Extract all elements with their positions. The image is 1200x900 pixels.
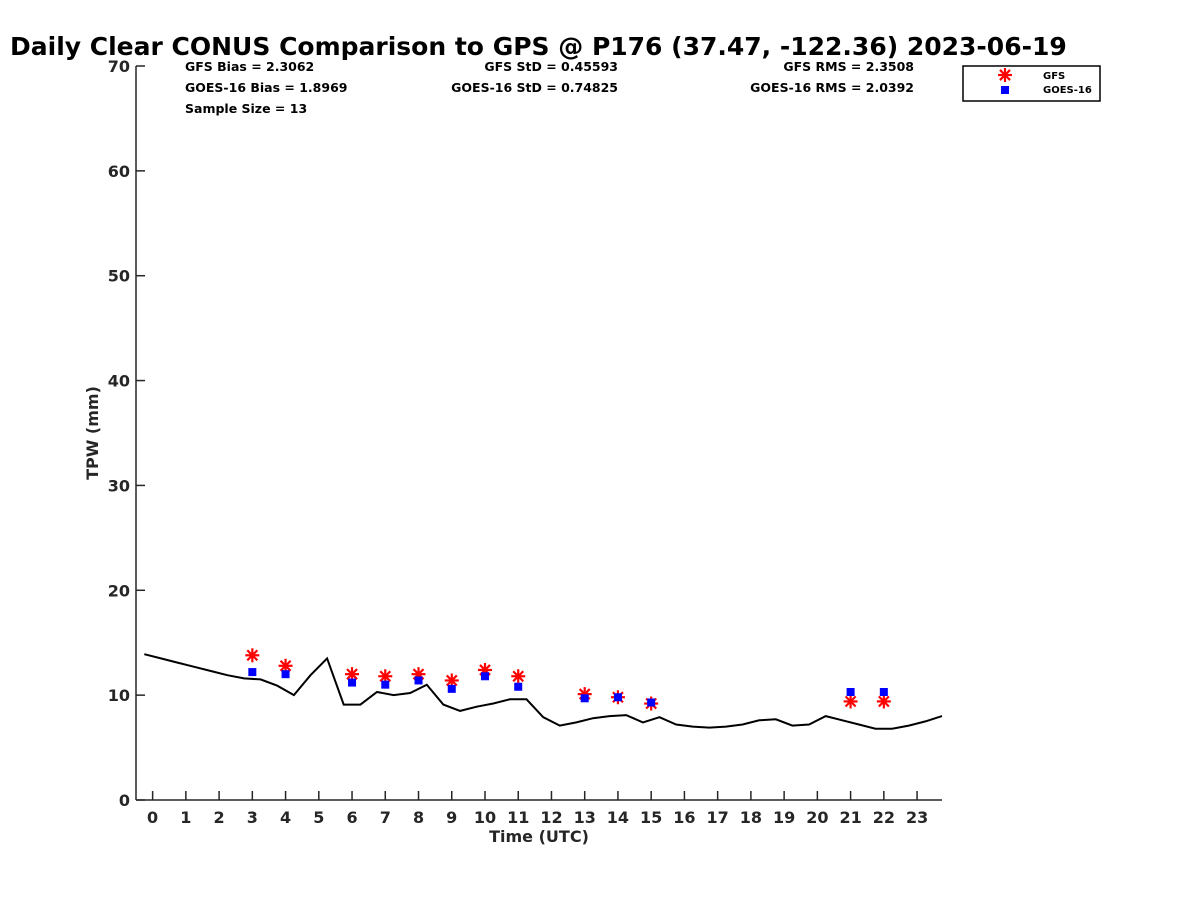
- legend-gfs-asterisk-icon: [998, 68, 1012, 82]
- sample-size-text: Sample Size = 13: [185, 101, 307, 116]
- legend-gfs-asterisk: [998, 68, 1012, 82]
- x-tick-label: 14: [607, 808, 629, 827]
- x-tick-label: 7: [380, 808, 391, 827]
- x-tick-label: 13: [574, 808, 596, 827]
- y-tick-label: 10: [108, 686, 130, 705]
- x-tick-label: 18: [740, 808, 762, 827]
- x-tick-label: 12: [540, 808, 562, 827]
- x-tick-label: 1: [180, 808, 191, 827]
- x-tick-label: 6: [346, 808, 357, 827]
- goes-16-point: [447, 684, 456, 693]
- goes-16-point: [613, 693, 622, 702]
- goes-16-point: [248, 668, 257, 677]
- gfs-point: [511, 669, 526, 684]
- y-axis-label: TPW (mm): [83, 386, 102, 480]
- goes-16-point: [414, 676, 423, 685]
- y-tick-label: 0: [119, 791, 130, 810]
- goes-16-point: [879, 687, 888, 696]
- legend-goes-square-icon: [1001, 86, 1009, 94]
- x-tick-label: 4: [280, 808, 291, 827]
- goes-16-point: [514, 682, 523, 691]
- gps-reference-line: [144, 653, 943, 730]
- legend-goes-label: GOES-16: [1043, 85, 1092, 96]
- goes-16-point: [381, 680, 390, 689]
- x-tick-label: 19: [773, 808, 795, 827]
- y-tick-label: 40: [108, 372, 130, 391]
- y-tick-label: 70: [108, 57, 130, 76]
- gfs-std-text: GFS StD = 0.45593: [484, 59, 618, 74]
- x-tick-label: 9: [446, 808, 457, 827]
- y-tick-label: 20: [108, 581, 130, 600]
- gfs-rms-text: GFS RMS = 2.3508: [783, 59, 914, 74]
- goes-std-text: GOES-16 StD = 0.74825: [451, 80, 618, 95]
- y-tick-label: 60: [108, 162, 130, 181]
- x-tick-label: 16: [673, 808, 695, 827]
- x-tick-label: 22: [873, 808, 895, 827]
- gfs-point: [843, 694, 858, 709]
- goes-16-point: [580, 694, 589, 703]
- x-tick-label: 17: [707, 808, 729, 827]
- x-tick-label: 11: [507, 808, 529, 827]
- stats-block: GFS Bias = 2.3062 GOES-16 Bias = 1.8969 …: [185, 59, 914, 116]
- plot-area: [144, 648, 943, 730]
- goes-rms-text: GOES-16 RMS = 2.0392: [750, 80, 914, 95]
- x-ticks: 0 1 2 3 4 5 6 7 8 9 10 11 12 13 14 15 16 17 18 19 20 21 22 23: [147, 791, 928, 827]
- x-tick-label: 2: [214, 808, 225, 827]
- goes-16-point: [480, 672, 489, 681]
- x-tick-label: 0: [147, 808, 158, 827]
- x-tick-label: 3: [247, 808, 258, 827]
- x-tick-label: 15: [640, 808, 662, 827]
- goes-16-point: [647, 698, 656, 707]
- x-axis-label: Time (UTC): [489, 827, 589, 846]
- axes: [135, 66, 942, 801]
- legend: GFS GOES-16: [962, 65, 1101, 102]
- goes-bias-text: GOES-16 Bias = 1.8969: [185, 80, 347, 95]
- x-tick-label: 8: [413, 808, 424, 827]
- x-tick-label: 21: [839, 808, 861, 827]
- goes-16-point: [846, 687, 855, 696]
- x-tick-label: 5: [313, 808, 324, 827]
- legend-box: [962, 65, 1101, 102]
- y-ticks: 0 10 20 30 40 50 60 70: [108, 57, 145, 810]
- legend-gfs-label: GFS: [1043, 71, 1065, 82]
- y-tick-label: 30: [108, 476, 130, 495]
- x-tick-label: 10: [474, 808, 496, 827]
- goes-16-point: [281, 670, 290, 679]
- gfs-point: [245, 648, 260, 663]
- chart-title: Daily Clear CONUS Comparison to GPS @ P1…: [10, 32, 1067, 61]
- y-tick-label: 50: [108, 267, 130, 286]
- gfs-bias-text: GFS Bias = 2.3062: [185, 59, 314, 74]
- gfs-point: [876, 694, 891, 709]
- x-tick-label: 20: [806, 808, 828, 827]
- x-tick-label: 23: [906, 808, 928, 827]
- goes-16-point: [348, 678, 357, 687]
